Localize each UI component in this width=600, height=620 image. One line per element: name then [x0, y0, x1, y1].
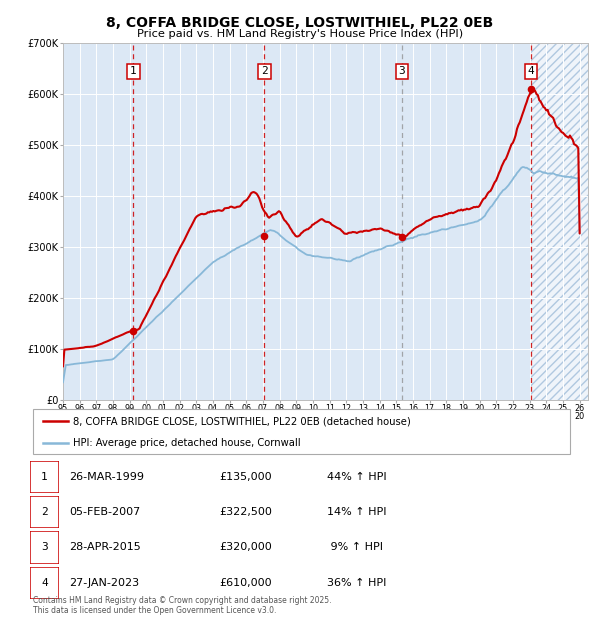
- Text: 3: 3: [41, 542, 48, 552]
- Text: 8, COFFA BRIDGE CLOSE, LOSTWITHIEL, PL22 0EB (detached house): 8, COFFA BRIDGE CLOSE, LOSTWITHIEL, PL22…: [73, 416, 411, 427]
- Text: 3: 3: [398, 66, 405, 76]
- Text: HPI: Average price, detached house, Cornwall: HPI: Average price, detached house, Corn…: [73, 438, 301, 448]
- Text: 1: 1: [130, 66, 137, 76]
- Text: 28-APR-2015: 28-APR-2015: [69, 542, 141, 552]
- Text: £322,500: £322,500: [219, 507, 272, 517]
- Text: £320,000: £320,000: [219, 542, 272, 552]
- FancyBboxPatch shape: [30, 567, 59, 599]
- Text: Contains HM Land Registry data © Crown copyright and database right 2025.
This d: Contains HM Land Registry data © Crown c…: [33, 596, 331, 615]
- Text: 05-FEB-2007: 05-FEB-2007: [69, 507, 140, 517]
- FancyBboxPatch shape: [33, 409, 570, 454]
- Text: £610,000: £610,000: [219, 578, 272, 588]
- FancyBboxPatch shape: [30, 461, 59, 493]
- Text: £135,000: £135,000: [219, 472, 272, 482]
- Text: 4: 4: [41, 578, 48, 588]
- FancyBboxPatch shape: [30, 531, 59, 564]
- Bar: [531, 43, 588, 400]
- Text: 44% ↑ HPI: 44% ↑ HPI: [327, 472, 386, 482]
- Text: 8, COFFA BRIDGE CLOSE, LOSTWITHIEL, PL22 0EB: 8, COFFA BRIDGE CLOSE, LOSTWITHIEL, PL22…: [106, 16, 494, 30]
- Text: 1: 1: [41, 472, 48, 482]
- Text: 2: 2: [261, 66, 268, 76]
- Text: 4: 4: [527, 66, 534, 76]
- Text: 2: 2: [41, 507, 48, 517]
- Text: 14% ↑ HPI: 14% ↑ HPI: [327, 507, 386, 517]
- Bar: [531, 43, 588, 400]
- Text: 26-MAR-1999: 26-MAR-1999: [69, 472, 144, 482]
- Text: 9% ↑ HPI: 9% ↑ HPI: [327, 542, 383, 552]
- Text: 36% ↑ HPI: 36% ↑ HPI: [327, 578, 386, 588]
- Text: 27-JAN-2023: 27-JAN-2023: [69, 578, 139, 588]
- FancyBboxPatch shape: [30, 496, 59, 528]
- Text: Price paid vs. HM Land Registry's House Price Index (HPI): Price paid vs. HM Land Registry's House …: [137, 29, 463, 39]
